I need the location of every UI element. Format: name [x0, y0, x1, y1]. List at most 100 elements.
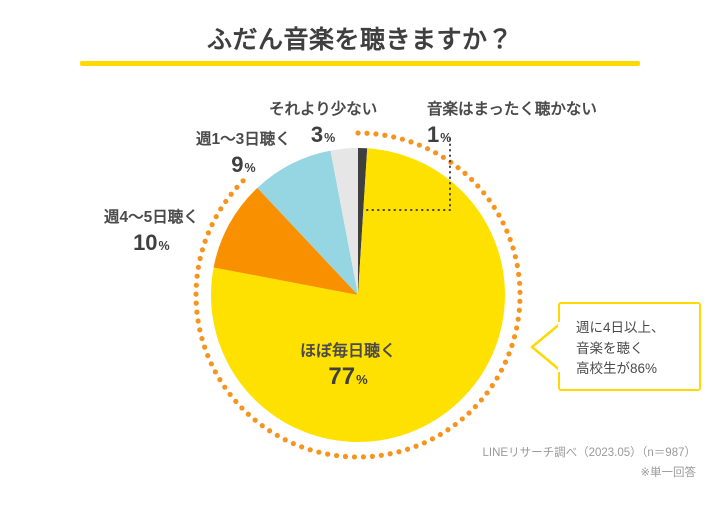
highlight-dot: [222, 384, 228, 390]
highlight-dot: [290, 440, 296, 447]
annotation-text: 週に4日以上、 音楽を聴く 高校生が86%: [576, 320, 665, 377]
highlight-dot: [240, 178, 246, 184]
highlight-dot: [486, 197, 492, 203]
highlight-dot: [489, 383, 495, 389]
highlight-dot: [437, 431, 443, 438]
highlight-dot: [193, 300, 199, 306]
highlight-dot: [267, 428, 273, 434]
highlight-dot: [448, 159, 454, 165]
highlight-dot: [498, 367, 505, 373]
percent-sign: %: [158, 239, 170, 254]
callout-arrow-icon: [530, 322, 562, 372]
highlight-dot: [484, 390, 490, 396]
highlight-dot: [468, 176, 475, 183]
highlight-dot: [459, 416, 465, 422]
slice-label-text: 週4〜5日聴く: [104, 209, 199, 226]
highlight-dot: [481, 190, 487, 196]
footer-source: LINEリサーチ調べ（2023.05）（n＝987）: [482, 446, 696, 459]
percent-sign: %: [356, 372, 368, 387]
highlight-dot: [382, 132, 388, 138]
highlight-dot: [507, 236, 513, 243]
highlight-dot: [512, 254, 519, 260]
highlight-dot: [404, 446, 411, 452]
highlight-dot: [408, 139, 414, 145]
highlight-dot: [194, 309, 200, 315]
highlight-dot: [511, 334, 518, 340]
highlight-dot: [227, 391, 233, 398]
highlight-dot: [195, 264, 201, 270]
highlight-dot: [218, 206, 224, 212]
pie-slice-week45: [213, 187, 358, 295]
highlight-dot: [307, 447, 313, 453]
highlight-dot: [351, 454, 358, 460]
highlight-dot: [234, 184, 240, 190]
highlight-dot: [195, 318, 201, 324]
highlight-dot: [506, 351, 512, 357]
highlight-dot: [424, 146, 431, 152]
highlight-dot: [205, 230, 211, 236]
highlight-dot: [217, 377, 223, 383]
highlight-dot: [416, 142, 422, 148]
highlight-dot: [387, 451, 393, 457]
highlight-dotted-arc: [193, 130, 523, 460]
highlight-dot: [239, 405, 245, 411]
highlight-dot: [259, 423, 265, 429]
highlight-dot: [213, 214, 219, 220]
highlight-dot: [233, 398, 239, 404]
highlight-dot: [478, 397, 485, 403]
title-underline-bar: [80, 61, 640, 66]
highlight-dot: [378, 452, 384, 458]
highlight-dot: [396, 449, 402, 455]
annotation-callout: 週に4日以上、 音楽を聴く 高校生が86%: [558, 302, 701, 391]
percent-sign: %: [244, 161, 256, 176]
highlight-dot: [209, 222, 215, 228]
highlight-dot: [475, 183, 481, 189]
highlight-dot: [355, 130, 361, 136]
slice-label-text: ほぼ毎日聴く: [299, 343, 397, 360]
slice-label-mattaku-kikanai: 音楽はまったく聴かない 1%: [427, 100, 597, 149]
highlight-dot: [509, 342, 515, 348]
highlight-dot: [223, 198, 229, 205]
leader-line-mattaku: [362, 138, 451, 211]
highlight-dot: [496, 212, 502, 218]
highlight-dot: [282, 437, 288, 443]
highlight-dot: [491, 204, 497, 210]
pie-slice-week13: [257, 150, 358, 295]
highlight-dot: [429, 436, 436, 442]
highlight-dot: [197, 255, 203, 262]
slice-label-text: 音楽はまったく聴かない: [427, 101, 597, 118]
highlight-dot: [391, 134, 397, 140]
highlight-dot: [500, 220, 506, 226]
highlight-dot: [205, 352, 211, 359]
highlight-dot: [373, 131, 379, 137]
highlight-dot: [517, 289, 523, 295]
highlight-dot: [208, 361, 214, 367]
highlight-dot: [199, 247, 206, 253]
highlight-dot: [510, 245, 516, 251]
highlight-dot: [197, 327, 203, 333]
highlight-dot: [516, 280, 523, 286]
highlight-dot: [364, 130, 370, 136]
highlight-dot: [333, 452, 340, 459]
highlight-dot: [199, 335, 205, 342]
footer-note: ※単一回答: [640, 466, 696, 479]
percent-sign: %: [324, 131, 336, 146]
highlight-dot: [466, 410, 472, 416]
slice-label-value: 9%: [231, 152, 256, 178]
highlight-dot: [504, 228, 510, 234]
highlight-dot: [194, 273, 200, 279]
highlight-dot: [421, 440, 427, 446]
slice-label-sorehayori-sukunai: それより少ない 3%: [269, 100, 377, 149]
slice-label-value: 77%: [328, 363, 368, 390]
highlight-dot: [517, 298, 523, 304]
highlight-dot: [433, 150, 439, 156]
highlight-dot: [515, 316, 521, 322]
highlight-dot: [440, 154, 446, 160]
highlight-dot: [193, 291, 199, 297]
highlight-dot: [516, 307, 522, 313]
highlight-dot: [514, 325, 520, 331]
highlight-dot: [252, 417, 258, 423]
slice-label-text: それより少ない: [269, 101, 378, 118]
